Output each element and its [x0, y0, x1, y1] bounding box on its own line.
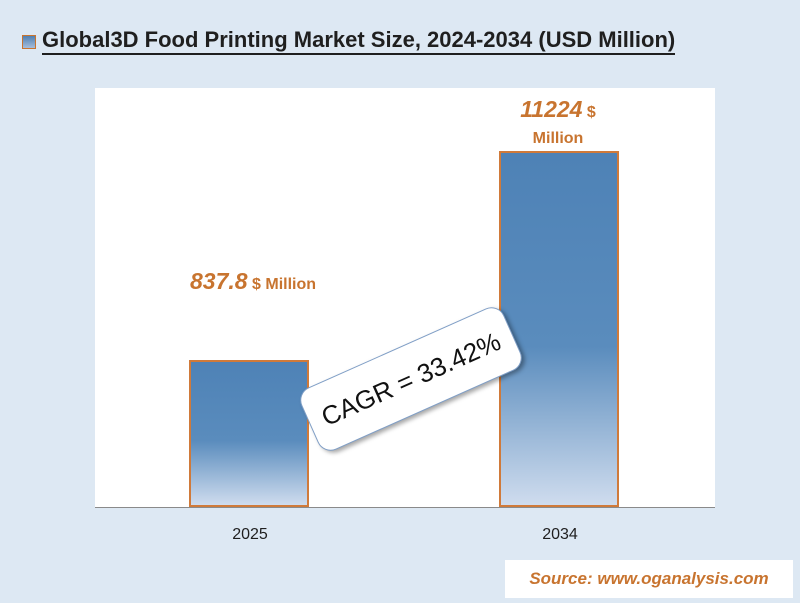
title-bullet-icon	[22, 34, 36, 49]
data-label-unit: $ Million	[252, 276, 317, 293]
x-axis-line	[95, 507, 715, 508]
data-label-value: 11224	[520, 96, 583, 122]
bar-2025	[189, 360, 309, 507]
source-box: Source: www.oganalysis.com	[505, 560, 793, 598]
source-text: Source: www.oganalysis.com	[529, 569, 769, 588]
plot-area	[95, 88, 715, 508]
data-label-2034: 11224 $ Million	[508, 96, 608, 152]
chart-title-row: Global3D Food Printing Market Size, 2024…	[22, 28, 676, 55]
data-label-unit: $ Million	[532, 104, 596, 147]
chart-title: Global3D Food Printing Market Size, 2024…	[42, 28, 676, 55]
x-tick-label: 2025	[232, 526, 268, 543]
data-label-2025: 837.8 $ Million	[190, 268, 316, 295]
x-tick-label: 2034	[542, 526, 578, 543]
data-label-value: 837.8	[190, 268, 248, 294]
bar-2034	[499, 151, 619, 507]
